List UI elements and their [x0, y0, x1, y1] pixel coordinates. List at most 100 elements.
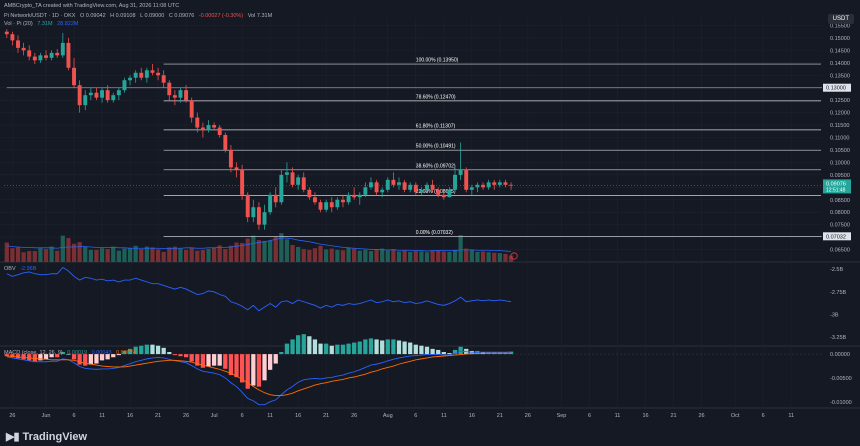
macd-indicator-name[interactable]: MACD (close, 12, 26, 9) [4, 350, 63, 356]
countdown-label: 12:51:48 [826, 187, 846, 193]
time-axis-tick: 11 [788, 413, 794, 419]
volume-bar [346, 247, 351, 262]
volume-legend: Vol · Pi (20) 7.31M 28.822M [4, 21, 82, 27]
volume-bar [234, 242, 239, 262]
macd-histogram-bar [279, 352, 284, 355]
macd-histogram-bar [452, 349, 458, 355]
macd-signal-value: 0.00024 [116, 350, 136, 356]
macd-histogram-bar [296, 335, 301, 355]
time-axis-tick: 6 [762, 413, 765, 419]
macd-histogram-bar [268, 354, 273, 370]
time-axis-tick: 6 [588, 413, 591, 419]
candle-body [189, 100, 194, 118]
candle-body [228, 149, 233, 168]
candle-body [200, 127, 205, 131]
macd-histogram-bar [251, 354, 256, 386]
currency-badge[interactable]: USDT [827, 14, 854, 24]
candle-body [481, 184, 485, 188]
macd-histogram-bar [352, 342, 357, 355]
volume-bar [127, 247, 133, 262]
volume-bar [284, 239, 290, 262]
macd-histogram-value: 0.00019 [67, 350, 88, 356]
candle-body [212, 125, 217, 128]
price-axis-tick: 0.10000 [830, 160, 850, 166]
horizontal-line-label: 0.13000 [826, 86, 846, 92]
volume-bar [10, 248, 15, 262]
candle-body [503, 182, 508, 185]
macd-histogram-bar [211, 354, 217, 366]
obv-legend: OBV -2.96B [4, 266, 39, 272]
candle-body [329, 202, 334, 208]
candle-body [369, 182, 373, 188]
obv-axis-tick: -3.25B [830, 335, 847, 341]
macd-line [6, 350, 512, 406]
time-axis-tick: 26 [698, 413, 704, 419]
volume-bar [262, 240, 267, 262]
macd-histogram-bar [15, 354, 21, 359]
macd-axis-tick: 0.00000 [830, 352, 850, 358]
volume-bar [452, 249, 458, 262]
fib-level-label: 23.60% (0.08665) [416, 189, 456, 195]
macd-histogram-bar [419, 345, 424, 355]
volume-bar [122, 248, 127, 262]
symbol-title[interactable]: Pi Network/USDT · 1D · OKX [4, 13, 76, 19]
price-axis-tick: 0.09500 [830, 173, 850, 179]
volume-bar [402, 250, 407, 262]
macd-histogram-bar [217, 354, 222, 366]
candle-body [116, 90, 121, 96]
macd-histogram-bar [262, 354, 267, 381]
candle-body [178, 90, 183, 98]
volume-bar [71, 243, 77, 262]
macd-histogram-bar [172, 354, 178, 356]
volume-bar [312, 248, 318, 262]
horizontal-line-label: 0.07032 [826, 234, 846, 240]
macd-histogram-bar [150, 344, 155, 355]
macd-histogram-bar [228, 354, 234, 376]
macd-histogram-bar [27, 354, 32, 361]
volume-bar [99, 248, 105, 262]
candle-body [273, 194, 278, 203]
macd-histogram-bar [329, 345, 334, 355]
candle-body [464, 169, 469, 190]
macd-line-value: 0.00043 [91, 350, 112, 356]
time-axis-tick: 21 [497, 413, 503, 419]
volume-bar [307, 249, 312, 262]
fib-level-label: 61.80% (0.11307) [416, 123, 456, 129]
price-axis-tick: 0.14500 [830, 48, 850, 54]
volume-bar [32, 251, 37, 262]
macd-histogram-bar [133, 346, 138, 355]
candle-body [150, 70, 155, 73]
volume-value: 7.31M [37, 21, 53, 27]
macd-histogram-bar [408, 342, 413, 355]
fib-level-label: 38.60% (0.09702) [416, 163, 456, 169]
obv-indicator-name[interactable]: OBV [4, 266, 16, 272]
candle-body [312, 197, 317, 203]
time-axis-tick: 26 [351, 413, 357, 419]
macd-histogram-bar [441, 352, 446, 355]
symbol-header: Pi Network/USDT · 1D · OKX O 0.09042 H 0… [4, 13, 275, 19]
tradingview-brand[interactable]: ▶▮ TradingView [6, 430, 87, 444]
candle-body [55, 52, 60, 56]
time-axis-tick: 21 [323, 413, 329, 419]
fib-level-label: 78.60% (0.12470) [416, 94, 456, 100]
time-axis-tick: Oct [731, 413, 740, 419]
volume-indicator-name[interactable]: Vol · Pi (20) [4, 21, 33, 27]
candle-body [318, 202, 323, 210]
volume-bar [279, 233, 284, 262]
volume-bar [43, 249, 49, 262]
macd-histogram-bar [436, 349, 441, 355]
macd-histogram-bar [335, 344, 340, 355]
macd-histogram-bar [88, 354, 93, 365]
obv-line [6, 266, 512, 312]
candle-body [206, 125, 211, 131]
candle-body [374, 182, 379, 193]
volume-bar [486, 252, 491, 262]
macd-histogram-bar [346, 343, 351, 355]
time-axis-tick: Jul [211, 413, 218, 419]
volume-bar [77, 242, 82, 262]
macd-histogram-bar [155, 345, 161, 355]
candle-body [245, 194, 250, 218]
macd-histogram-bar [363, 339, 368, 355]
macd-histogram-bar [66, 354, 71, 355]
